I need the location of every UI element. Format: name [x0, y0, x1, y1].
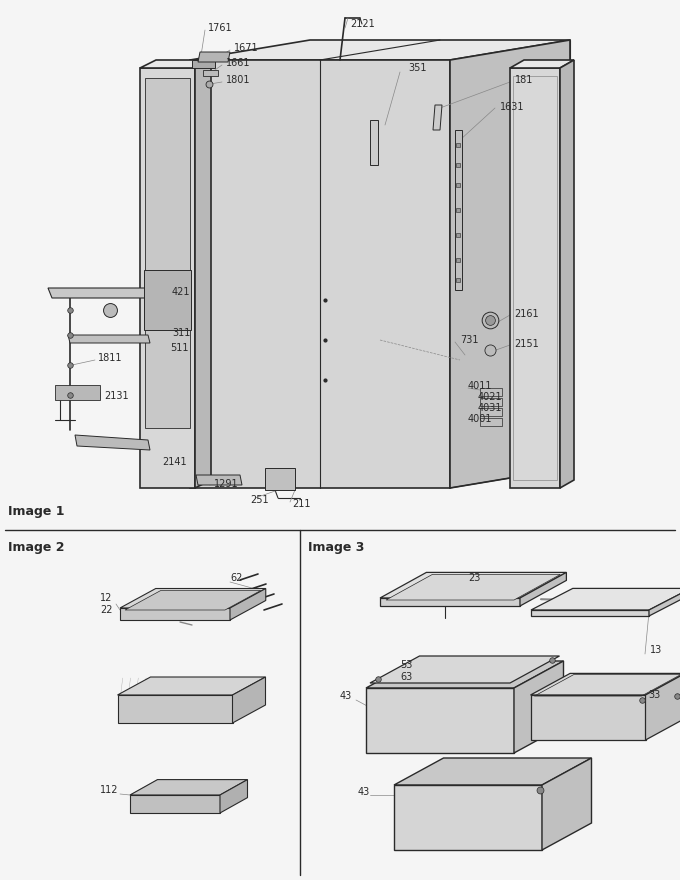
Polygon shape	[366, 661, 564, 688]
Polygon shape	[450, 40, 570, 488]
Polygon shape	[195, 60, 211, 488]
Polygon shape	[380, 572, 566, 598]
Text: 1631: 1631	[500, 102, 524, 112]
Text: 1801: 1801	[226, 75, 250, 85]
Polygon shape	[190, 60, 450, 488]
Text: 2121: 2121	[350, 19, 375, 29]
Polygon shape	[433, 105, 442, 130]
Polygon shape	[480, 408, 502, 416]
Text: 2141: 2141	[162, 457, 186, 467]
Text: 53: 53	[400, 660, 412, 670]
Polygon shape	[530, 673, 680, 695]
Polygon shape	[531, 610, 649, 616]
Polygon shape	[68, 335, 150, 343]
Text: 12: 12	[100, 593, 112, 603]
Polygon shape	[520, 572, 566, 606]
Text: 2151: 2151	[514, 339, 539, 349]
Polygon shape	[530, 695, 645, 740]
Polygon shape	[220, 780, 248, 813]
Polygon shape	[120, 589, 266, 608]
Text: 4031: 4031	[478, 403, 503, 413]
Text: 63: 63	[400, 672, 412, 682]
Polygon shape	[140, 60, 211, 68]
Polygon shape	[366, 688, 514, 753]
Text: 43: 43	[340, 691, 352, 701]
Text: 1291: 1291	[214, 479, 239, 489]
Polygon shape	[510, 68, 560, 488]
Text: 2131: 2131	[104, 391, 129, 401]
Polygon shape	[370, 120, 378, 165]
Polygon shape	[233, 677, 265, 723]
Text: 43: 43	[358, 787, 370, 797]
Text: Image 2: Image 2	[8, 541, 65, 554]
Polygon shape	[192, 60, 215, 68]
Text: 1661: 1661	[226, 58, 250, 68]
Polygon shape	[514, 661, 564, 753]
Polygon shape	[130, 780, 248, 795]
Text: 4021: 4021	[478, 392, 503, 402]
Text: 1671: 1671	[234, 43, 258, 53]
Text: 511: 511	[170, 343, 188, 353]
Text: 13: 13	[650, 645, 662, 655]
Polygon shape	[542, 758, 592, 850]
Polygon shape	[145, 78, 190, 428]
Text: 112: 112	[100, 785, 118, 795]
Polygon shape	[48, 288, 152, 298]
Polygon shape	[380, 598, 520, 606]
Polygon shape	[55, 385, 100, 400]
Text: 311: 311	[172, 328, 190, 338]
Polygon shape	[370, 656, 560, 683]
Polygon shape	[196, 475, 242, 485]
Polygon shape	[118, 677, 265, 695]
Text: 4011: 4011	[468, 381, 492, 391]
Polygon shape	[394, 758, 592, 785]
Text: 33: 33	[648, 690, 660, 700]
Text: 251: 251	[250, 495, 269, 505]
Text: 1761: 1761	[208, 23, 233, 33]
Text: 23: 23	[468, 573, 480, 583]
Polygon shape	[560, 60, 574, 488]
Text: 351: 351	[408, 63, 426, 73]
Polygon shape	[510, 60, 574, 68]
Polygon shape	[120, 608, 230, 620]
Polygon shape	[649, 589, 680, 616]
Text: 62: 62	[230, 573, 242, 583]
Polygon shape	[480, 418, 502, 426]
Polygon shape	[265, 468, 295, 490]
Polygon shape	[480, 398, 502, 406]
Polygon shape	[144, 270, 191, 330]
Text: 181: 181	[515, 75, 533, 85]
Polygon shape	[118, 695, 233, 723]
Text: 4001: 4001	[468, 414, 492, 424]
Polygon shape	[198, 52, 230, 62]
Text: Image 1: Image 1	[8, 505, 65, 518]
Text: 2161: 2161	[514, 309, 539, 319]
Polygon shape	[480, 388, 502, 396]
Polygon shape	[645, 673, 680, 740]
Polygon shape	[125, 590, 260, 610]
Polygon shape	[190, 40, 570, 60]
Text: Image 3: Image 3	[308, 541, 364, 554]
Polygon shape	[455, 130, 462, 290]
Polygon shape	[130, 795, 220, 813]
Polygon shape	[230, 589, 266, 620]
Polygon shape	[531, 589, 680, 610]
Polygon shape	[394, 785, 542, 850]
Text: 1811: 1811	[98, 353, 122, 363]
Polygon shape	[75, 435, 150, 450]
Text: 731: 731	[460, 335, 479, 345]
Text: 211: 211	[292, 499, 311, 509]
Polygon shape	[203, 70, 218, 76]
Text: 22: 22	[100, 605, 112, 615]
Polygon shape	[386, 575, 560, 600]
Text: 421: 421	[172, 287, 190, 297]
Polygon shape	[140, 68, 195, 488]
